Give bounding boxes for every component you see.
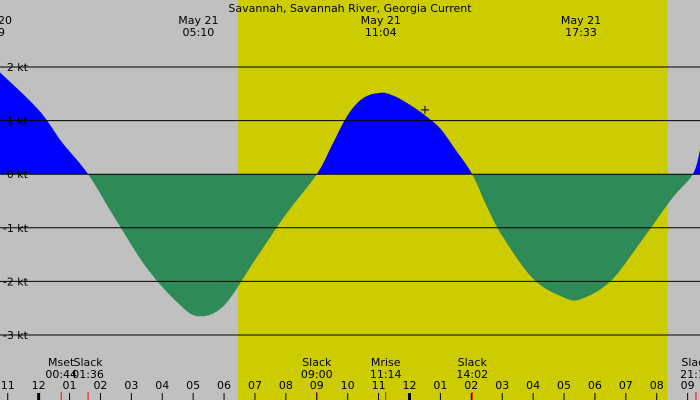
hour-tick-label: 05 [186,379,200,392]
y-tick-label: 2 kt [7,61,29,74]
top-date-label: May 21 [361,14,401,27]
event-time: 21:16 [680,368,700,381]
event-label: Slack [73,356,103,369]
hour-tick-label: 01 [63,379,77,392]
hour-tick-label: 04 [155,379,169,392]
top-date-label: 20 [0,14,12,27]
hour-tick-label: 03 [495,379,509,392]
event-label: Mset [48,356,75,369]
current-time-marker [420,105,429,114]
y-tick-label: 1 kt [7,115,29,128]
top-time-label: 05:10 [183,26,215,39]
event-label: Mrise [371,356,401,369]
event-label: Slack [681,356,700,369]
hour-tick-label: 12 [32,379,46,392]
hour-tick-label: 09 [310,379,324,392]
hour-tick-label: 08 [279,379,293,392]
top-time-label: 17:33 [565,26,597,39]
hour-tick-label: 04 [526,379,540,392]
hour-tick-label: 06 [588,379,602,392]
hour-tick-label: 06 [217,379,231,392]
hour-tick-label: 10 [341,379,355,392]
event-label: Slack [458,356,488,369]
y-tick-label: -2 kt [3,275,29,288]
event-time: 11:14 [370,368,402,381]
hour-tick-label: 05 [557,379,571,392]
hour-tick-label: 08 [650,379,664,392]
chart-title: Savannah, Savannah River, Georgia Curren… [228,2,472,15]
event-time: 09:00 [301,368,333,381]
y-tick-label: 0 kt [7,168,29,181]
hour-tick-label: 01 [433,379,447,392]
top-date-label: May 21 [561,14,601,27]
top-time-label: 9 [0,26,5,39]
ebb-current-area [0,174,700,317]
y-tick-label: -3 kt [3,329,29,342]
hour-tick-label: 02 [464,379,478,392]
hour-tick-label: 02 [93,379,107,392]
event-time: 00:44 [45,368,77,381]
flood-current-area [0,72,700,175]
hour-tick-label: 07 [619,379,633,392]
hour-tick-label: 11 [372,379,386,392]
top-time-label: 11:04 [365,26,397,39]
hour-tick-label: 03 [124,379,138,392]
top-date-label: May 21 [178,14,218,27]
event-label: Slack [302,356,332,369]
event-time: 14:02 [456,368,488,381]
event-time: 01:36 [72,368,104,381]
y-tick-label: -1 kt [3,222,29,235]
hour-tick-label: 11 [1,379,15,392]
hour-tick-label: 07 [248,379,262,392]
hour-tick-label: 12 [402,379,416,392]
hour-tick-label: 09 [681,379,695,392]
